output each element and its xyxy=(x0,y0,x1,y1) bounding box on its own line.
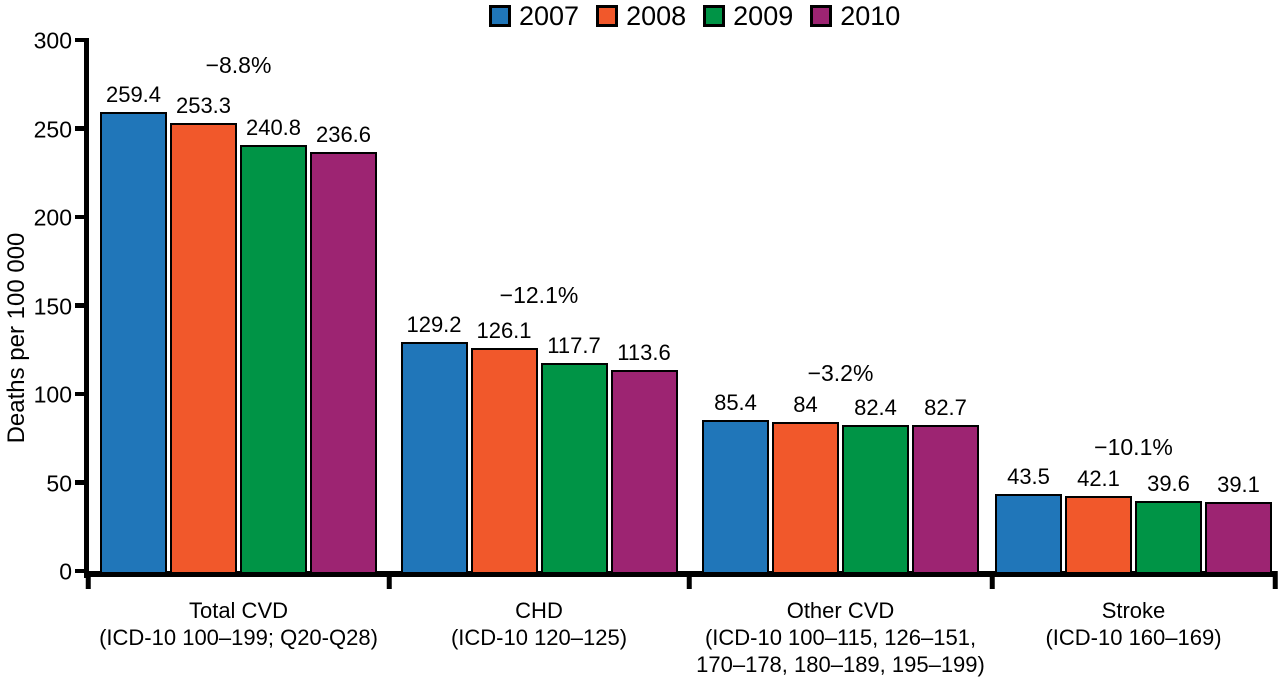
y-tick-label: 0 xyxy=(59,558,72,585)
y-tick-label: 100 xyxy=(33,381,72,408)
y-tick xyxy=(75,480,86,485)
legend-label: 2010 xyxy=(840,1,901,31)
bar-value-label: 129.2 xyxy=(406,312,462,337)
bar-value-label: 236.6 xyxy=(315,122,372,147)
y-tick-label: 250 xyxy=(33,116,72,142)
bar-value-label: 253.3 xyxy=(175,93,232,118)
x-axis-group-tick xyxy=(686,571,692,589)
legend: 2007 2008 2009 2010 xyxy=(489,1,900,31)
bar-value-label: 126.1 xyxy=(476,318,532,343)
bar-stroke-2009 xyxy=(1135,501,1202,574)
pct-change-label: −12.1% xyxy=(499,282,579,308)
y-tick xyxy=(75,126,86,131)
bar-chd-2009 xyxy=(540,363,608,574)
x-axis-line xyxy=(84,571,1277,577)
pct-change-label: −3.2% xyxy=(807,360,874,386)
legend-swatch-2007 xyxy=(489,5,511,27)
bar-stroke-2008 xyxy=(1065,496,1132,574)
legend-swatch-2008 xyxy=(596,5,619,27)
legend-item-2010: 2010 xyxy=(810,1,900,31)
y-tick xyxy=(75,214,86,220)
category-label-stroke: Stroke (ICD-10 160–169) xyxy=(1045,597,1221,651)
bar-value-label: 240.8 xyxy=(245,115,302,140)
category-label-total-cvd: Total CVD (ICD-10 100–199; Q20-Q28) xyxy=(99,597,378,651)
bar-total-cvd-2010 xyxy=(310,152,377,574)
category-label-line: Stroke xyxy=(1101,598,1166,623)
bar-value-label: 85.4 xyxy=(714,390,757,415)
bar-total-cvd-2009 xyxy=(240,145,307,574)
y-tick-label: 300 xyxy=(33,27,72,54)
legend-label: 2009 xyxy=(733,1,794,31)
bar-value-label: 39.6 xyxy=(1147,471,1190,496)
bar-stroke-2010 xyxy=(1205,502,1272,574)
legend-swatch-2009 xyxy=(703,5,726,27)
category-label-chd: CHD (ICD-10 120–125) xyxy=(451,597,627,651)
y-tick xyxy=(75,391,86,397)
x-axis-group-tick xyxy=(989,571,995,589)
bar-other-cvd-2010 xyxy=(912,425,979,574)
legend-swatch-2010 xyxy=(810,5,833,27)
category-label-line: CHD xyxy=(515,598,563,623)
bar-value-label: 82.4 xyxy=(854,395,897,420)
y-axis-line xyxy=(84,38,89,578)
y-tick xyxy=(75,37,86,43)
bar-other-cvd-2008 xyxy=(772,422,839,574)
category-label-line: 170–178, 180–189, 195–199) xyxy=(696,652,985,677)
y-tick xyxy=(75,568,86,574)
category-label-line: (ICD-10 100–115, 126–151, xyxy=(704,625,977,650)
legend-label: 2007 xyxy=(519,1,580,31)
bar-chd-2008 xyxy=(470,348,538,574)
bar-value-label: 42.1 xyxy=(1077,466,1120,491)
y-tick-label: 150 xyxy=(33,293,72,319)
category-label-other-cvd: Other CVD (ICD-10 100–115, 126–151, 170–17… xyxy=(696,597,985,677)
bar-stroke-2007 xyxy=(995,494,1062,574)
legend-label: 2008 xyxy=(626,1,687,31)
legend-item-2009: 2009 xyxy=(703,1,793,31)
x-axis-group-tick xyxy=(386,571,392,589)
bar-total-cvd-2007 xyxy=(100,112,167,574)
bar-total-cvd-2008 xyxy=(170,123,237,574)
category-label-line: Other CVD xyxy=(786,598,895,623)
x-axis-group-tick xyxy=(85,571,91,589)
y-axis-title: Deaths per 100 000 xyxy=(3,232,30,444)
category-label-line: (ICD-10 100–199; Q20-Q28) xyxy=(99,625,378,650)
bar-value-label: 117.7 xyxy=(547,333,601,358)
bar-value-label: 259.4 xyxy=(105,82,162,107)
bar-value-label: 39.1 xyxy=(1217,472,1260,497)
y-tick-label: 200 xyxy=(33,204,72,231)
bar-other-cvd-2009 xyxy=(842,425,909,574)
bar-other-cvd-2007 xyxy=(702,420,769,574)
bar-value-label: 84 xyxy=(793,392,818,417)
legend-item-2008: 2008 xyxy=(596,1,686,31)
bar-chd-2007 xyxy=(400,342,468,574)
bar-chd-2010 xyxy=(610,370,678,574)
category-label-line: Total CVD xyxy=(188,598,289,623)
category-label-line: (ICD-10 120–125) xyxy=(450,625,628,650)
category-label-line: (ICD-10 160–169) xyxy=(1045,625,1222,650)
legend-item-2007: 2007 xyxy=(489,1,579,31)
bar-value-label: 43.5 xyxy=(1007,464,1050,489)
bar-value-label: 82.7 xyxy=(924,395,967,420)
pct-change-label: −10.1% xyxy=(1094,434,1173,460)
y-tick-label: 50 xyxy=(46,470,72,496)
y-tick xyxy=(75,303,86,308)
x-axis-group-tick xyxy=(1272,571,1278,589)
pct-change-label: −8.8% xyxy=(205,52,272,78)
bar-value-label: 113.6 xyxy=(617,340,671,365)
